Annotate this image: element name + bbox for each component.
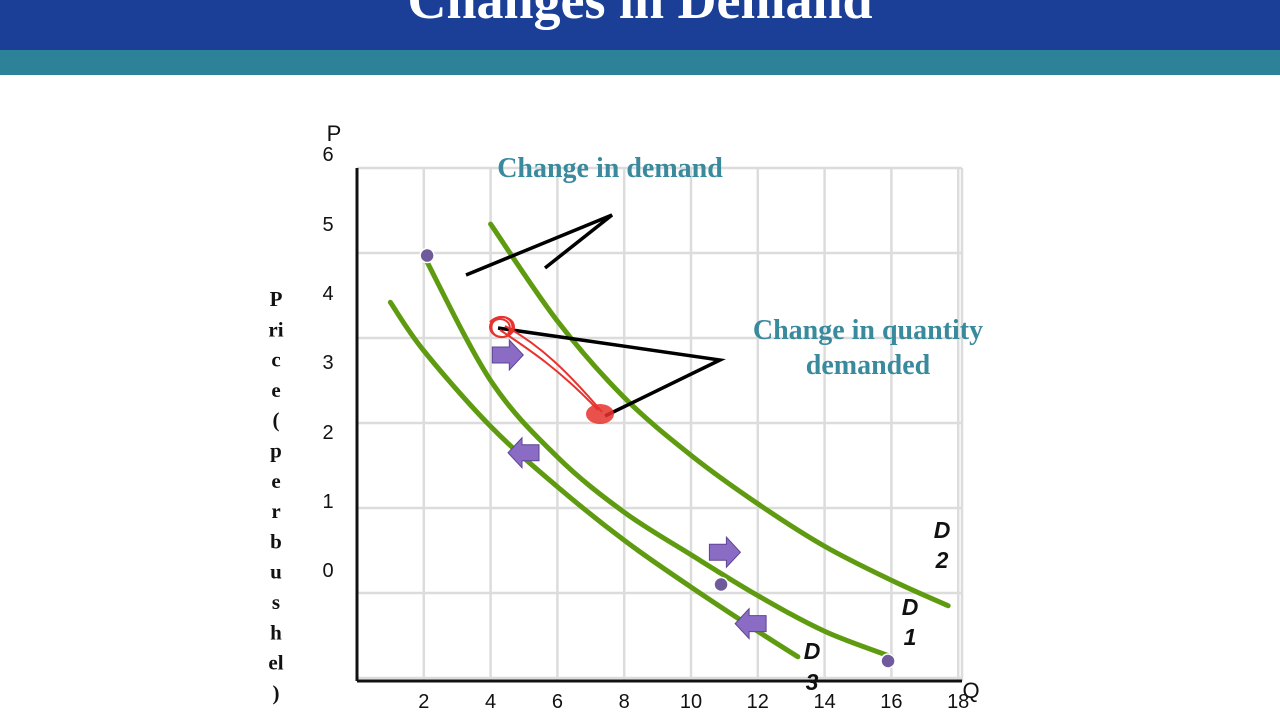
curve-label-line: 1 xyxy=(904,624,917,650)
shift-arrow-left xyxy=(734,607,767,640)
slide-title: Changes in Demand xyxy=(407,0,873,30)
marked-point xyxy=(419,247,435,264)
x-tick-label: 2 xyxy=(418,691,429,713)
shift-arrow-right xyxy=(491,338,524,372)
chart-axes xyxy=(355,168,962,683)
demand-curve-d3-label: D3 xyxy=(804,638,821,695)
x-tick-label: 4 xyxy=(485,691,496,713)
change-in-demand-leader xyxy=(465,213,614,277)
y-tick-label: 1 xyxy=(322,491,333,513)
y-tick-label: 0 xyxy=(322,560,333,582)
y-axis-label-char: ) xyxy=(273,681,280,705)
demand-curve-d3 xyxy=(387,299,801,660)
y-tick-label: 2 xyxy=(322,422,333,444)
scribble-dot-bottom xyxy=(586,404,614,424)
y-axis-label-char: e xyxy=(271,469,280,493)
y-axis-label-char: b xyxy=(270,529,282,553)
marked-points xyxy=(419,247,896,669)
title-stripe xyxy=(0,50,1280,75)
annotation-leader-lines xyxy=(465,213,726,418)
chart-labels: 2 4 6 8 10 12 14 16 186543210PQPrice(perbushel)D… xyxy=(268,121,983,713)
y-axis-label-char: r xyxy=(271,499,280,523)
change-in-quantity-demanded-label: Change in quantity demanded xyxy=(753,315,983,381)
title-bar: Changes in Demand xyxy=(0,0,1280,50)
curve-label-line: 2 xyxy=(935,547,949,573)
scribble-circle-top xyxy=(489,316,515,338)
demand-curve-d2 xyxy=(488,221,951,609)
y-tick-label: 6 xyxy=(322,144,333,166)
y-axis-label-char: P xyxy=(270,287,283,311)
curve-label-line: 3 xyxy=(806,669,819,695)
y-tick-label: 3 xyxy=(322,352,333,374)
y-axis-label-char: e xyxy=(271,378,280,402)
y-axis-label-char: h xyxy=(270,620,282,644)
y-axis-label-char: ( xyxy=(273,408,280,432)
x-tick-label: 16 xyxy=(880,691,902,713)
chart-grid xyxy=(357,166,964,681)
curve-label-line: D xyxy=(902,594,919,620)
y-axis-label-char: c xyxy=(271,348,280,372)
shift-arrow-right xyxy=(708,535,742,569)
hand-drawn-scribble xyxy=(489,315,614,424)
demand-curve-d2-label: D2 xyxy=(934,517,951,573)
x-tick-label: 14 xyxy=(813,691,835,713)
scribble-line xyxy=(499,329,599,411)
x-tick-label: 18 xyxy=(947,691,969,713)
shift-arrows xyxy=(491,338,767,640)
x-axis-letter: Q xyxy=(962,678,979,703)
y-axis-label-char: ri xyxy=(268,317,283,341)
annotation-line: Change in demand xyxy=(497,153,723,184)
marked-point xyxy=(880,653,896,669)
y-axis-label-char: el xyxy=(268,651,283,675)
y-tick-label: 4 xyxy=(322,283,333,305)
y-axis-label-char: u xyxy=(270,560,282,584)
y-axis-label-char: s xyxy=(272,590,280,614)
scribble-line xyxy=(504,325,603,413)
x-tick-label: 12 xyxy=(747,691,769,713)
y-axis-letter: P xyxy=(327,121,342,146)
curve-label-line: D xyxy=(804,638,821,664)
marked-point xyxy=(713,576,729,593)
x-tick-label: 8 xyxy=(619,691,630,713)
annotation-line: demanded xyxy=(806,350,931,381)
y-tick-label: 5 xyxy=(322,214,333,236)
x-tick-label: 6 xyxy=(552,691,563,713)
demand-curve-d1-label: D1 xyxy=(902,594,919,650)
change-in-demand-label: Change in demand xyxy=(497,153,723,184)
demand-curve-d1 xyxy=(421,253,894,660)
y-axis-label-char: p xyxy=(270,439,282,463)
change-in-quantity-leader xyxy=(497,326,726,418)
shift-arrow-left xyxy=(507,436,540,470)
annotation-line: Change in quantity xyxy=(753,315,983,346)
curve-label-line: D xyxy=(934,517,951,543)
x-tick-label: 10 xyxy=(680,691,702,713)
